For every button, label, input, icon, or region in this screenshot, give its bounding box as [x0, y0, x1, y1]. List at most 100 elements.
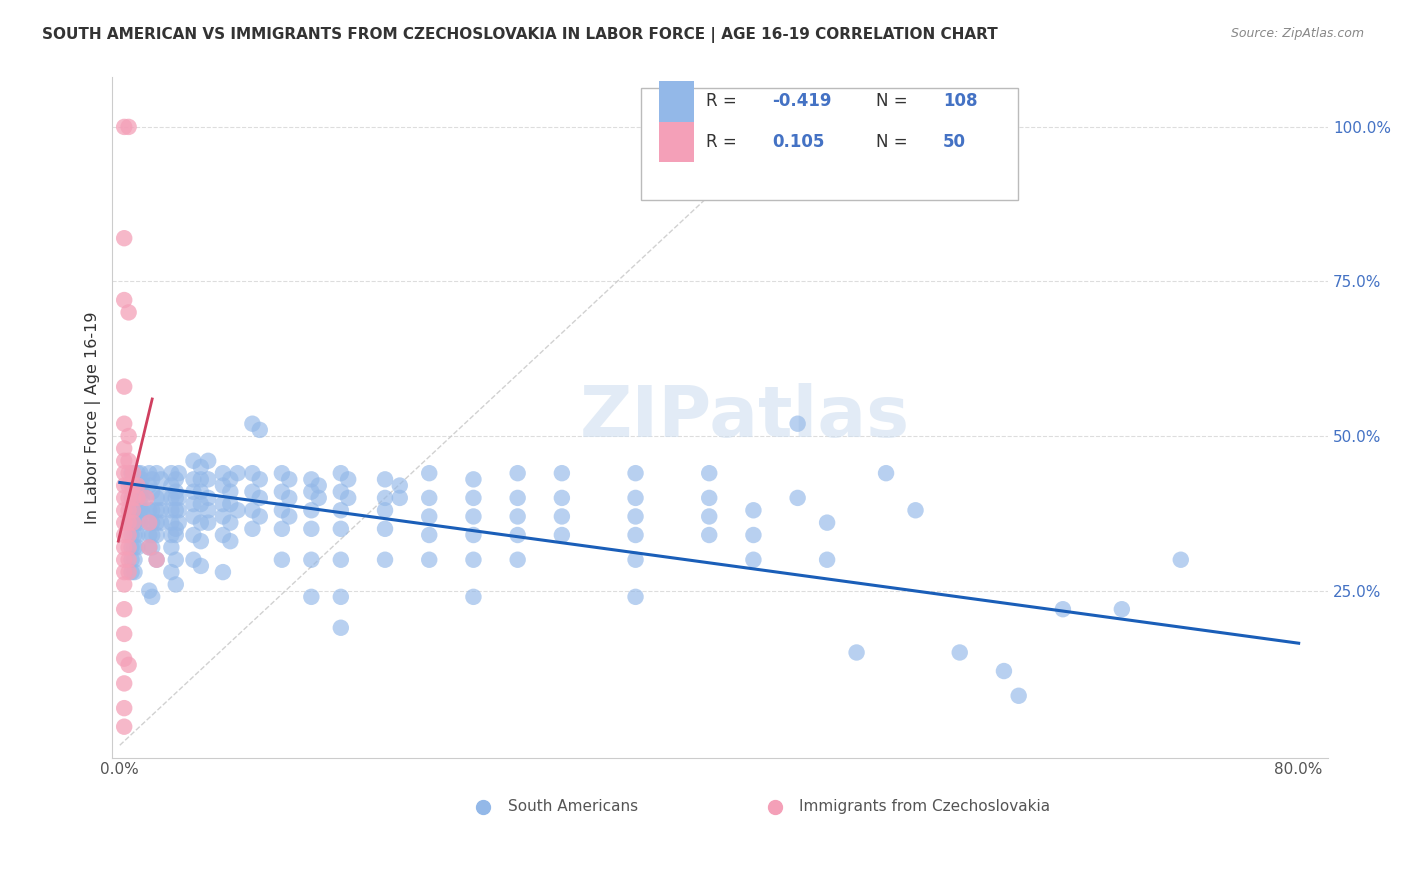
Point — [299, 484, 322, 499]
Point — [141, 484, 163, 499]
Point — [117, 305, 139, 319]
Point — [1170, 553, 1192, 567]
Point — [197, 516, 219, 530]
Point — [150, 491, 173, 505]
Point — [112, 516, 135, 530]
Point — [112, 478, 135, 492]
Point — [124, 491, 146, 505]
Point — [141, 516, 163, 530]
Point — [329, 503, 352, 517]
Point — [299, 472, 322, 486]
Point — [183, 509, 205, 524]
Point — [242, 466, 264, 480]
FancyBboxPatch shape — [641, 87, 1018, 200]
Point — [1111, 602, 1133, 616]
Point — [122, 516, 145, 530]
Point — [742, 553, 765, 567]
Point — [160, 478, 183, 492]
Point — [112, 491, 135, 505]
Point — [463, 491, 485, 505]
Point — [506, 528, 529, 542]
Point — [697, 509, 720, 524]
Point — [197, 454, 219, 468]
Text: R =: R = — [706, 133, 742, 151]
Point — [117, 454, 139, 468]
Point — [112, 565, 135, 579]
Point — [112, 442, 135, 456]
Point — [145, 553, 167, 567]
Text: Immigrants from Czechoslovakia: Immigrants from Czechoslovakia — [799, 799, 1050, 814]
Point — [131, 503, 153, 517]
Point — [112, 528, 135, 542]
Point — [112, 676, 135, 690]
Text: N =: N = — [876, 92, 912, 111]
Point — [270, 503, 292, 517]
Point — [122, 491, 145, 505]
Point — [278, 491, 301, 505]
Y-axis label: In Labor Force | Age 16-19: In Labor Force | Age 16-19 — [86, 311, 101, 524]
Point — [121, 553, 143, 567]
Point — [329, 484, 352, 499]
Point — [219, 534, 242, 549]
Point — [418, 528, 440, 542]
Point — [127, 478, 149, 492]
Point — [124, 541, 146, 555]
Point — [299, 590, 322, 604]
Point — [127, 516, 149, 530]
Point — [127, 528, 149, 542]
Point — [242, 503, 264, 517]
Point — [112, 379, 135, 393]
Point — [117, 516, 139, 530]
Point — [141, 503, 163, 517]
Point — [815, 516, 838, 530]
Point — [121, 478, 143, 492]
Point — [1052, 602, 1074, 616]
Point — [993, 664, 1015, 678]
Point — [624, 466, 647, 480]
Point — [388, 491, 411, 505]
Point — [249, 472, 271, 486]
Bar — [659, 121, 693, 162]
Point — [551, 509, 574, 524]
Point — [124, 528, 146, 542]
Point — [122, 503, 145, 517]
Point — [212, 478, 235, 492]
Point — [374, 522, 396, 536]
Point — [165, 491, 187, 505]
Point — [117, 528, 139, 542]
Point — [845, 645, 868, 659]
Point — [160, 503, 183, 517]
Point — [112, 701, 135, 715]
Point — [141, 528, 163, 542]
Bar — [659, 81, 693, 121]
Point — [418, 491, 440, 505]
Point — [418, 509, 440, 524]
Point — [112, 720, 135, 734]
Point — [160, 491, 183, 505]
Point — [122, 478, 145, 492]
Point — [212, 565, 235, 579]
Point — [131, 484, 153, 499]
Point — [308, 478, 330, 492]
Point — [112, 553, 135, 567]
Point — [190, 534, 212, 549]
Text: 108: 108 — [943, 92, 977, 111]
Point — [249, 509, 271, 524]
Point — [374, 503, 396, 517]
Point — [624, 509, 647, 524]
Point — [815, 553, 838, 567]
Point — [551, 528, 574, 542]
Text: R =: R = — [706, 92, 742, 111]
Point — [112, 602, 135, 616]
Point — [121, 466, 143, 480]
Point — [124, 503, 146, 517]
Point — [138, 516, 160, 530]
Point — [697, 491, 720, 505]
Point — [183, 472, 205, 486]
Point — [167, 491, 190, 505]
Point — [463, 509, 485, 524]
Point — [138, 541, 160, 555]
Point — [183, 528, 205, 542]
Point — [904, 503, 927, 517]
Point — [551, 466, 574, 480]
